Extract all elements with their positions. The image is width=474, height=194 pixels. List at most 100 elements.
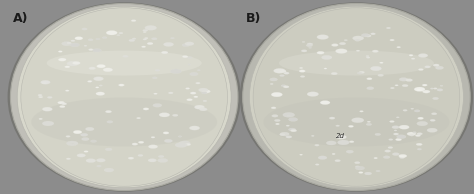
Circle shape: [329, 117, 335, 119]
Circle shape: [67, 61, 79, 66]
Circle shape: [178, 136, 182, 137]
Circle shape: [280, 132, 289, 136]
Circle shape: [406, 79, 412, 81]
Circle shape: [132, 38, 136, 39]
Circle shape: [181, 144, 186, 146]
Circle shape: [393, 133, 399, 135]
Circle shape: [306, 44, 313, 47]
Ellipse shape: [264, 97, 449, 146]
Circle shape: [390, 120, 394, 122]
Circle shape: [376, 170, 380, 172]
Circle shape: [275, 123, 280, 125]
Circle shape: [96, 92, 105, 95]
Circle shape: [65, 90, 69, 91]
Circle shape: [153, 104, 162, 107]
Circle shape: [307, 92, 319, 96]
Circle shape: [372, 50, 378, 53]
Circle shape: [355, 39, 360, 41]
Circle shape: [202, 90, 210, 93]
Circle shape: [399, 125, 409, 129]
Circle shape: [437, 89, 443, 91]
Circle shape: [286, 136, 292, 138]
Circle shape: [402, 84, 408, 87]
Circle shape: [336, 49, 347, 54]
Circle shape: [189, 126, 200, 130]
Ellipse shape: [249, 6, 464, 188]
Circle shape: [42, 107, 53, 111]
Circle shape: [411, 108, 414, 109]
Circle shape: [392, 126, 399, 129]
Circle shape: [75, 37, 83, 40]
Circle shape: [366, 57, 370, 58]
Circle shape: [367, 78, 372, 80]
Circle shape: [366, 55, 369, 57]
Circle shape: [196, 82, 200, 84]
Text: B): B): [246, 12, 261, 25]
Circle shape: [422, 84, 427, 86]
Circle shape: [337, 140, 349, 145]
Circle shape: [392, 153, 400, 156]
Circle shape: [396, 117, 399, 118]
Circle shape: [38, 94, 42, 96]
Circle shape: [102, 37, 107, 39]
Circle shape: [103, 68, 113, 72]
Circle shape: [47, 96, 52, 98]
Circle shape: [117, 35, 120, 36]
Circle shape: [359, 172, 363, 173]
Circle shape: [370, 66, 382, 71]
Circle shape: [132, 143, 138, 145]
Circle shape: [414, 110, 420, 112]
Ellipse shape: [279, 51, 434, 76]
Circle shape: [307, 43, 313, 45]
Circle shape: [58, 58, 66, 61]
Circle shape: [271, 92, 283, 97]
Circle shape: [185, 42, 194, 46]
Circle shape: [129, 39, 135, 42]
Circle shape: [422, 90, 430, 93]
Ellipse shape: [21, 8, 228, 186]
Circle shape: [356, 166, 365, 170]
Circle shape: [425, 66, 430, 68]
Circle shape: [433, 64, 439, 67]
Circle shape: [284, 72, 289, 74]
Circle shape: [104, 168, 114, 172]
Circle shape: [147, 42, 153, 45]
Circle shape: [155, 69, 160, 71]
Circle shape: [431, 113, 437, 115]
Circle shape: [42, 121, 54, 126]
Circle shape: [403, 109, 407, 111]
Circle shape: [138, 141, 144, 143]
Circle shape: [88, 81, 92, 82]
Circle shape: [339, 42, 346, 45]
Circle shape: [412, 132, 416, 133]
Circle shape: [66, 136, 70, 137]
Circle shape: [417, 121, 428, 126]
Circle shape: [280, 70, 286, 73]
Circle shape: [336, 125, 339, 126]
Circle shape: [331, 44, 338, 46]
Ellipse shape: [8, 2, 241, 192]
Circle shape: [42, 82, 46, 84]
Circle shape: [77, 154, 85, 157]
Circle shape: [317, 52, 321, 54]
Circle shape: [105, 148, 112, 151]
Circle shape: [409, 55, 413, 56]
Circle shape: [430, 88, 434, 89]
Circle shape: [89, 80, 92, 82]
Circle shape: [289, 118, 298, 121]
Circle shape: [91, 140, 97, 142]
Circle shape: [386, 27, 391, 29]
Circle shape: [360, 111, 364, 112]
Circle shape: [365, 35, 371, 37]
Circle shape: [357, 72, 362, 74]
Circle shape: [158, 155, 164, 158]
Circle shape: [143, 31, 146, 33]
Circle shape: [82, 138, 89, 141]
Circle shape: [395, 138, 401, 141]
Circle shape: [419, 68, 423, 71]
Circle shape: [188, 64, 191, 65]
Circle shape: [143, 39, 146, 40]
Circle shape: [335, 159, 340, 162]
Circle shape: [366, 123, 372, 126]
Circle shape: [154, 93, 157, 94]
